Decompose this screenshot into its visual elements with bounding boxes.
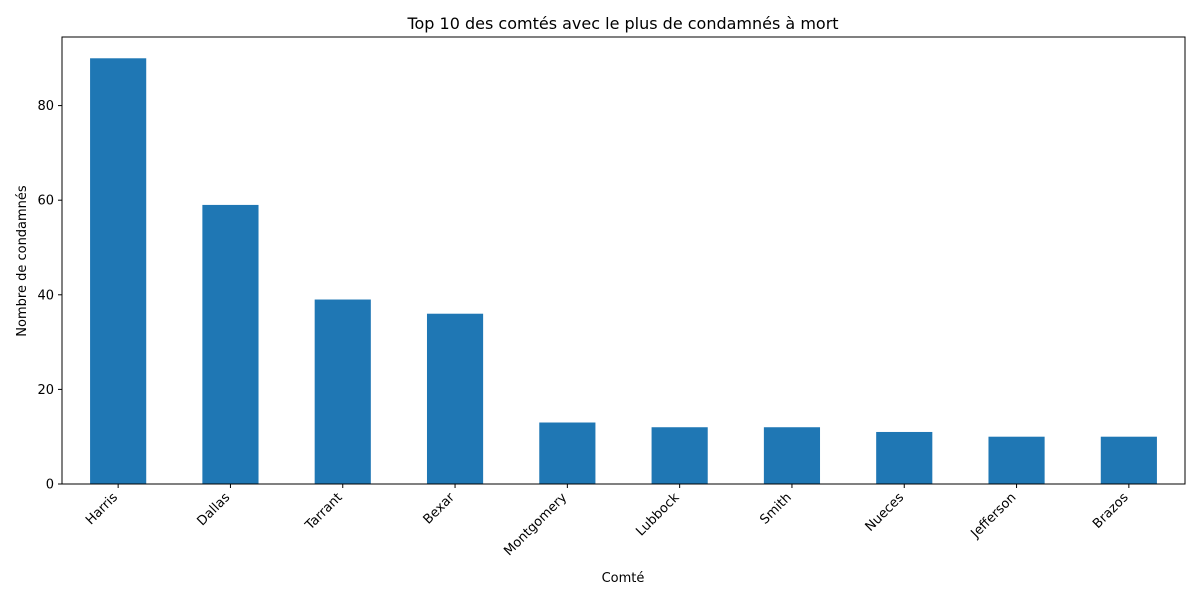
bar-harris: [90, 58, 147, 485]
bar-montgomery: [539, 422, 596, 484]
x-axis-label: Comté: [602, 571, 645, 586]
bar-dallas: [202, 204, 259, 484]
x-tick-label: Dallas: [194, 490, 233, 529]
y-tick-label: 60: [37, 194, 54, 209]
bar-nueces: [876, 431, 933, 484]
plot-frame: [61, 36, 1186, 485]
y-tick-label: 0: [46, 478, 54, 493]
x-tick-label: Nueces: [863, 490, 908, 535]
x-tick-label: Tarrant: [302, 490, 346, 534]
y-tick-label: 40: [37, 288, 54, 303]
x-tick-label: Brazos: [1090, 490, 1132, 532]
bar-smith: [763, 427, 821, 484]
x-tick-label: Jefferson: [968, 490, 1020, 542]
y-tick-label: 80: [37, 99, 54, 114]
x-tick-label: Montgomery: [501, 490, 570, 559]
chart-title: Top 10 des comtés avec le plus de condam…: [406, 14, 838, 33]
bar-brazos: [1100, 436, 1157, 484]
bar-jefferson: [988, 436, 1045, 484]
bar-tarrant: [314, 299, 371, 484]
bar-lubbock: [651, 427, 708, 484]
y-axis-label: Nombre de condamnés: [15, 185, 30, 337]
x-tick-label: Harris: [83, 490, 121, 528]
x-tick-label: Smith: [757, 490, 794, 527]
bar-bexar: [426, 313, 484, 484]
y-tick-label: 20: [37, 383, 54, 398]
x-tick-label: Bexar: [421, 490, 459, 528]
x-tick-label: Lubbock: [633, 490, 682, 539]
